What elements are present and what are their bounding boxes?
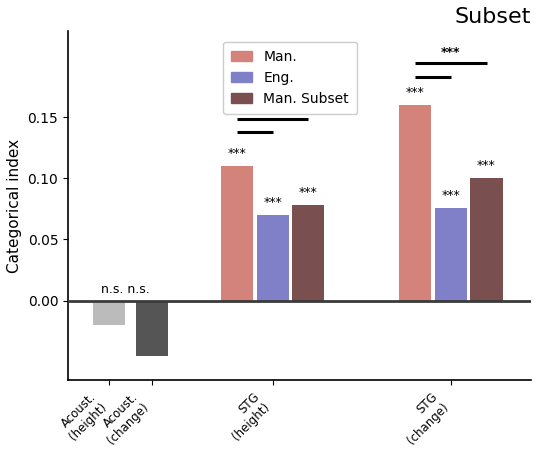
Bar: [257, 215, 289, 301]
Bar: [221, 166, 253, 301]
Text: ***: ***: [406, 86, 424, 99]
Text: ***: ***: [228, 147, 246, 160]
Text: ***: ***: [264, 196, 282, 209]
Text: ***: ***: [441, 46, 461, 59]
Text: ***: ***: [263, 103, 282, 116]
Bar: [471, 178, 502, 301]
Text: ***: ***: [299, 186, 318, 199]
Text: ***: ***: [442, 188, 461, 202]
Text: n.s. n.s.: n.s. n.s.: [101, 283, 150, 296]
Bar: [399, 105, 431, 301]
Bar: [93, 301, 125, 325]
Bar: [136, 301, 168, 356]
Bar: [292, 205, 324, 301]
Bar: [435, 207, 467, 301]
Text: Subset: Subset: [455, 7, 531, 27]
Y-axis label: Categorical index: Categorical index: [7, 139, 22, 273]
Legend: Man., Eng., Man. Subset: Man., Eng., Man. Subset: [223, 42, 357, 114]
Text: ***: ***: [477, 159, 496, 172]
